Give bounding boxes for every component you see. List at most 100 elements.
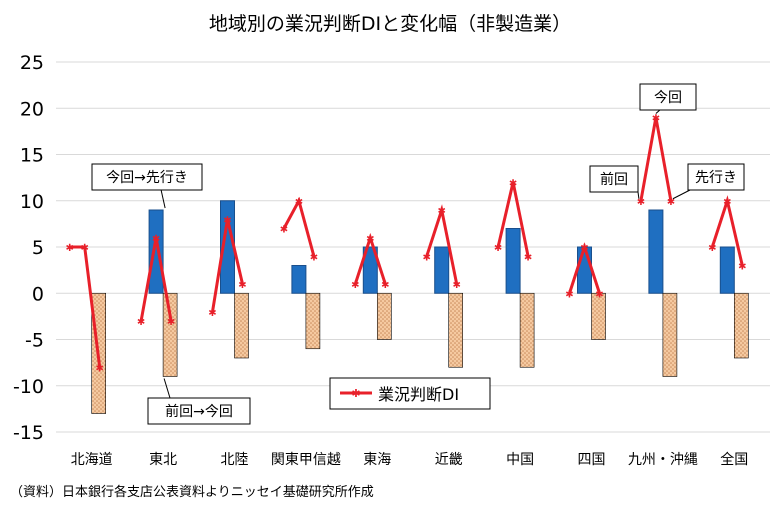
x-tick-label: 全国 [720,451,748,468]
di-line [568,242,601,294]
y-tick-label: -15 [13,422,44,444]
bar-previous-to-current [733,292,749,359]
y-tick-label: 10 [20,191,44,213]
di-point: ✱ [310,252,318,263]
x-tick-label: 近畿 [435,452,463,468]
annotation-text: 先行き [695,170,737,186]
di-point: ✱ [295,197,303,208]
di-line [69,245,102,368]
annotation-box [147,397,251,425]
di-point: ✱ [667,197,675,208]
annotation-box [687,163,745,191]
x-tick-label: 四国 [578,452,606,468]
bar-current-to-forecast [148,209,164,294]
bar-current-to-forecast [362,246,378,294]
bar-previous-to-current [448,292,464,368]
y-tick-label: 0 [32,283,44,305]
annotation-pointer [163,378,171,399]
annotation-box [589,165,639,193]
bar-previous-to-current [234,292,249,359]
chart-title: 地域別の業況判断DIと変化幅（非製造業） [209,13,571,35]
di-point: ✱ [152,234,160,245]
y-tick-label: 25 [20,52,44,74]
di-line [496,181,530,257]
bar-current-to-forecast [291,265,307,294]
di-point: ✱ [351,280,359,291]
di-point: ✱ [366,234,374,245]
annotation-pointer [655,109,661,114]
x-axis-labels: 北海道 東北 北陸 関東甲信越 東海 近畿 中国 四国 九州・沖縄 全国 [71,451,749,468]
di-line [353,232,387,285]
di-point: ✱ [524,252,532,263]
legend-label: 業況判断DI [378,385,459,404]
bar-previous-to-current [376,292,392,340]
di-point: ✱ [453,280,461,291]
source-note: （資料）日本銀行各支店公表資料よりニッセイ基礎研究所作成 [10,484,374,500]
bar-current-to-forecast [505,228,521,294]
annotation-pointer [637,191,640,199]
di-point: ✱ [96,363,104,374]
di-point: ✱ [723,197,731,208]
di-point: ✱ [438,206,446,217]
y-tick-label: 5 [32,237,44,259]
bar-current-to-forecast [719,246,735,294]
di-point: ✱ [381,280,389,291]
di-point: ✱ [494,243,502,254]
x-tick-label: 中国 [506,452,534,468]
di-point: ✱ [238,280,246,291]
bars [91,200,749,414]
di-point: ✱ [652,114,660,125]
x-tick-label: 東北 [149,452,177,468]
y-axis-ticks: 25 20 15 10 5 0 -5 -10 -15 [13,52,44,444]
annotation-box [91,163,203,191]
di-point: ✱ [595,289,603,300]
y-tick-label: -10 [13,376,44,398]
bar-current-to-forecast [648,209,664,294]
di-point: ✱ [738,262,746,273]
di-point: ✱ [280,225,288,236]
annotation-text: 今回 [654,90,682,106]
bar-previous-to-current [662,292,678,377]
x-tick-label: 北陸 [221,452,249,468]
legend-marker: ✱ [351,387,360,400]
x-tick-label: 九州・沖縄 [628,452,698,468]
di-line [139,237,173,322]
y-tick-label: -5 [25,330,44,352]
bar-current-to-forecast [434,246,450,294]
di-line [282,196,316,257]
bar-previous-to-current [519,292,535,368]
di-point: ✱ [137,317,145,328]
di-point: ✱ [509,178,517,189]
x-tick-label: 関東甲信越 [271,452,341,468]
annotation-text: 前回 [600,171,628,188]
di-line [211,218,244,312]
di-point: ✱ [223,215,231,226]
di-point: ✱ [66,243,74,254]
di-lines: ✱ ✱ ✱ ✱ ✱ ✱ ✱ ✱ ✱ ✱ ✱ ✱ ✱ ✱ ✱ ✱ ✱ ✱ ✱ ✱ ✱ ✱ ✱ ✱ ✱ ✱ ✱ ✱ ✱ ✱ [66,114,747,375]
bar-previous-to-current [162,292,178,377]
di-point: ✱ [423,252,431,263]
di-point: ✱ [81,243,89,254]
di-line [710,195,744,266]
di-point: ✱ [637,197,645,208]
di-point: ✱ [708,243,716,254]
y-tick-label: 20 [20,98,44,120]
di-point: ✱ [208,308,216,319]
di-line [639,117,673,202]
di-point: ✱ [565,289,573,300]
bar-previous-to-current [305,292,321,350]
y-tick-label: 15 [20,145,44,167]
di-point: ✱ [167,317,175,328]
annotation-box [639,83,697,111]
legend: ✱ 業況判断DI [329,377,491,410]
annotation-text: 前回→今回 [165,403,233,420]
di-point: ✱ [580,243,588,254]
annotation-pointer [672,189,691,200]
x-tick-label: 東海 [363,452,391,468]
x-tick-label: 北海道 [71,452,113,468]
di-line [425,204,459,285]
annotation-text: 今回→先行き [106,170,188,186]
annotation-pointer [160,189,166,209]
